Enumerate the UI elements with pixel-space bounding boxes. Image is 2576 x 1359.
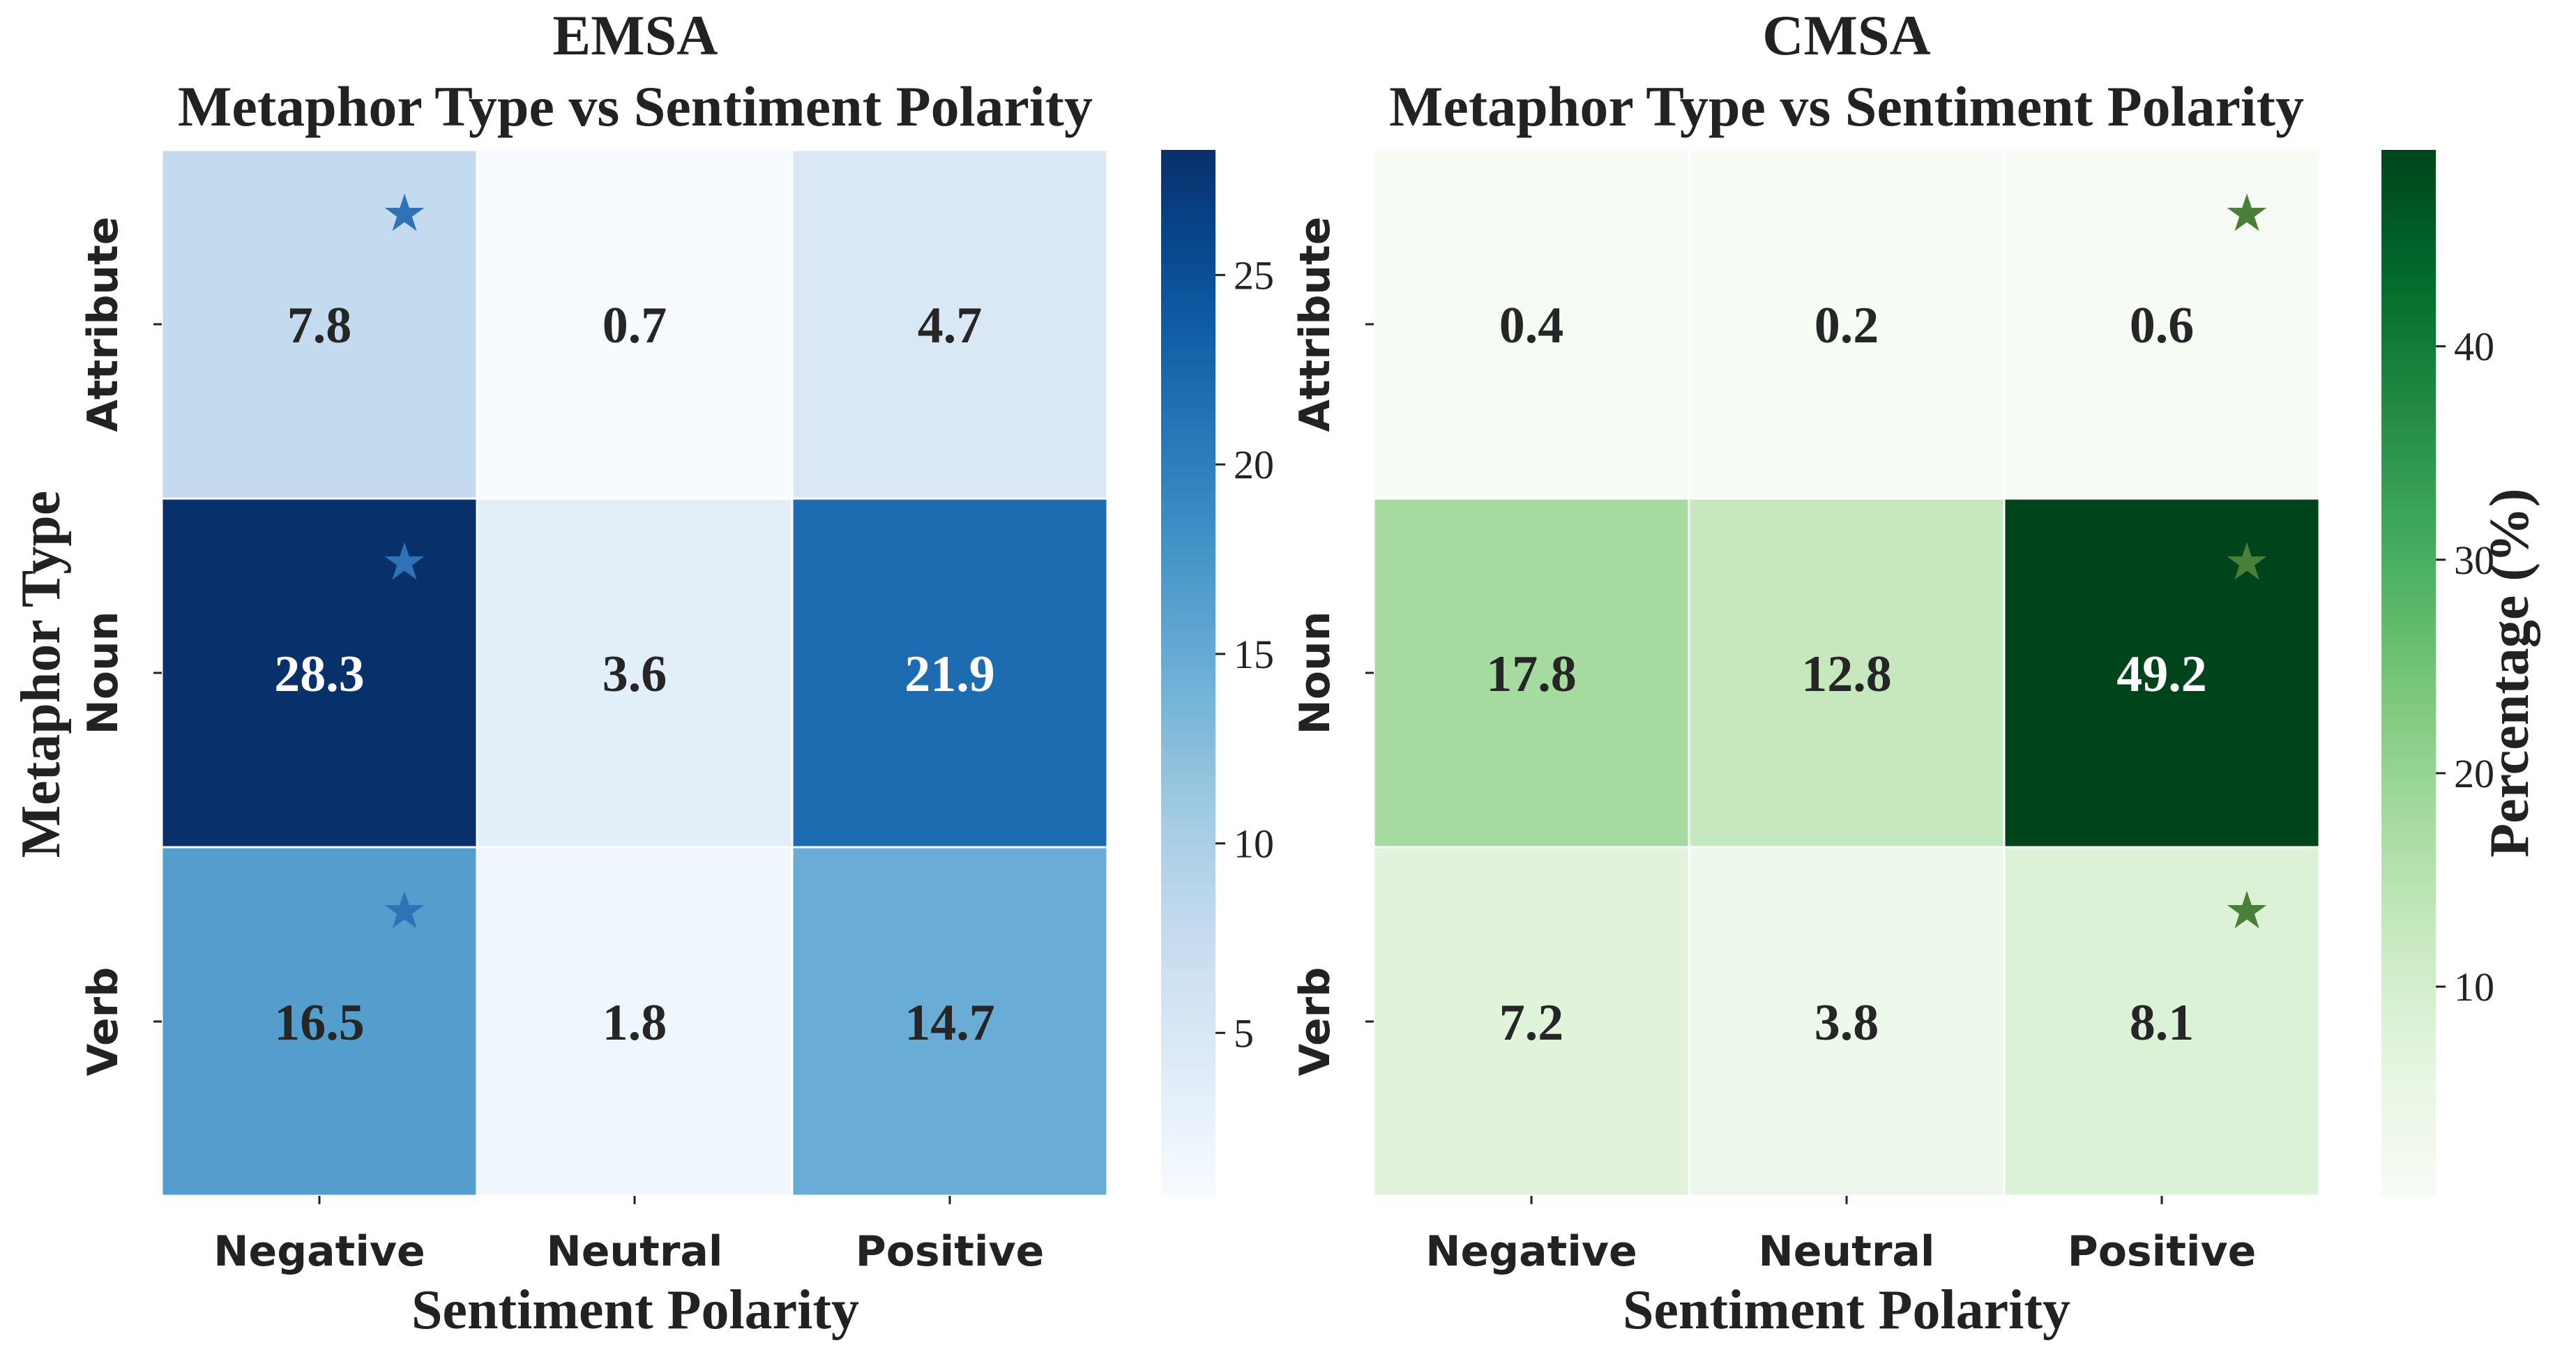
- cell-value-label: 3.6: [603, 646, 667, 703]
- colorbar-tick-label: 20: [2454, 751, 2494, 796]
- cell-value-label: 1.8: [603, 994, 667, 1051]
- colorbar: [2381, 150, 2436, 1196]
- heatmap-cell: [791, 497, 1109, 849]
- star-marker: ★: [2224, 881, 2270, 941]
- colorbar-label: Percentage (%): [2479, 488, 2540, 857]
- heatmap-panel-2: CMSA Metaphor Type vs Sentiment Polarity 0…: [1291, 3, 2540, 1341]
- star-marker: ★: [2224, 183, 2270, 243]
- heatmap-cell: [2003, 497, 2321, 849]
- cell-value-label: 0.6: [2130, 297, 2195, 354]
- heatmap-cell: [476, 846, 794, 1197]
- y-axis-label: Metaphor Type: [10, 491, 72, 858]
- cell-value-label: 0.2: [1814, 297, 1879, 354]
- colorbar-tick-label: 10: [1234, 821, 1274, 867]
- cell-value-label: 49.2: [2116, 646, 2207, 703]
- chart-title-line-2: Metaphor Type vs Sentiment Polarity: [178, 75, 1093, 138]
- cell-value-label: 28.3: [274, 646, 365, 703]
- star-marker: ★: [381, 183, 427, 243]
- star-marker: ★: [2224, 532, 2270, 592]
- heatmap-cell: [1688, 846, 2006, 1197]
- heatmap-cell: [791, 149, 1109, 500]
- x-axis-label: Sentiment Polarity: [1623, 1280, 2070, 1341]
- heatmap-cell: [476, 149, 794, 500]
- colorbar-tick-label: 10: [2454, 964, 2494, 1010]
- colorbar-tick-label: 15: [1234, 632, 1274, 677]
- heatmap-cell: [160, 497, 478, 849]
- y-tick-label: Noun: [79, 612, 128, 735]
- cell-value-label: 8.1: [2130, 994, 2195, 1051]
- colorbar-tick-label: 40: [2454, 324, 2494, 370]
- colorbar-tick-label: 25: [1234, 252, 1274, 298]
- y-tick-label: Verb: [1291, 967, 1340, 1076]
- chart-title-line-1: EMSA: [553, 3, 718, 67]
- x-tick-label: Negative: [213, 1227, 425, 1276]
- colorbar-tick-label: 5: [1234, 1010, 1254, 1056]
- chart-title-line-2: Metaphor Type vs Sentiment Polarity: [1389, 75, 2304, 138]
- heatmap-cell: [1372, 846, 1690, 1197]
- heatmap-panel-1: EMSA Metaphor Type vs Sentiment Polarity 7…: [10, 3, 1274, 1341]
- cell-value-label: 0.7: [603, 297, 667, 354]
- heatmap-cell: [160, 149, 478, 500]
- y-tick-label: Attribute: [1291, 217, 1340, 432]
- star-marker: ★: [381, 881, 427, 941]
- heatmap-cell: [1372, 497, 1690, 849]
- x-tick-label: Positive: [2068, 1227, 2257, 1276]
- cell-value-label: 17.8: [1486, 646, 1577, 703]
- x-tick-label: Neutral: [547, 1227, 723, 1276]
- heatmap-cell: [160, 846, 478, 1197]
- cell-value-label: 3.8: [1814, 994, 1879, 1051]
- x-axis-label: Sentiment Polarity: [411, 1280, 859, 1341]
- cell-value-label: 7.2: [1499, 994, 1564, 1051]
- cell-value-label: 12.8: [1801, 646, 1892, 703]
- cell-value-label: 14.7: [904, 994, 995, 1051]
- colorbar-tick-label: 20: [1234, 442, 1274, 487]
- x-tick-label: Neutral: [1759, 1227, 1935, 1276]
- x-tick-label: Negative: [1425, 1227, 1637, 1276]
- cell-value-label: 7.8: [287, 297, 352, 354]
- cell-value-label: 16.5: [274, 994, 365, 1051]
- y-tick-label: Noun: [1291, 612, 1340, 735]
- cell-value-label: 4.7: [918, 297, 983, 354]
- heatmap-cell: [2003, 846, 2321, 1197]
- colorbar: [1161, 150, 1215, 1196]
- x-tick-label: Positive: [856, 1227, 1045, 1276]
- heatmap-cell: [476, 497, 794, 849]
- heatmap-cell: [1372, 149, 1690, 500]
- heatmap-cell: [1688, 497, 2006, 849]
- cell-value-label: 0.4: [1499, 297, 1564, 354]
- heatmap-cell: [1688, 149, 2006, 500]
- chart-title-line-1: CMSA: [1762, 3, 1930, 67]
- star-marker: ★: [381, 532, 427, 592]
- cell-value-label: 21.9: [904, 646, 995, 703]
- heatmap-cell: [2003, 149, 2321, 500]
- y-tick-label: Verb: [79, 967, 128, 1076]
- y-tick-label: Attribute: [79, 217, 128, 432]
- colorbar-tick-label: 30: [2454, 538, 2494, 583]
